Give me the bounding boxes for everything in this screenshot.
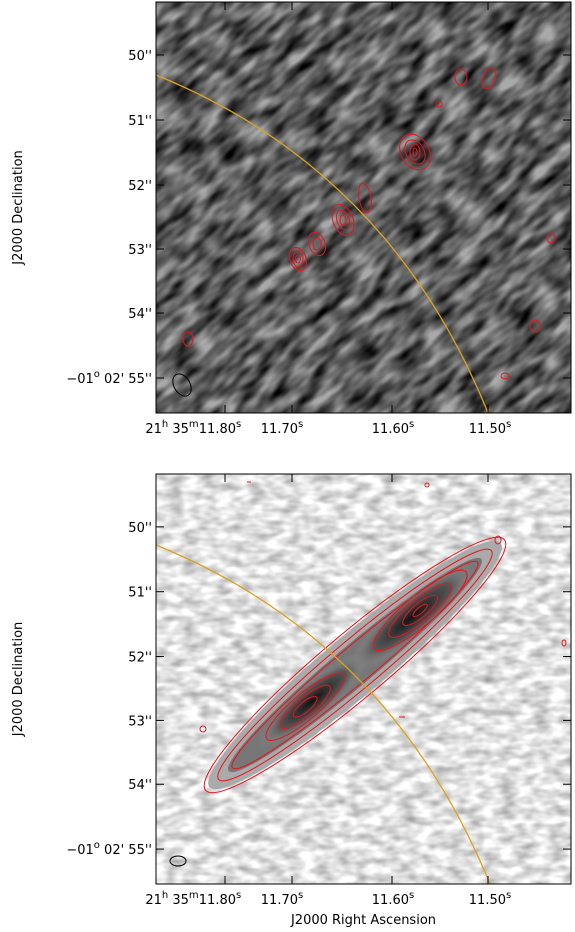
label-part: −01 [66, 843, 93, 858]
x-tick-label: 11.50s [469, 419, 511, 437]
label-part: 11.50 [469, 893, 506, 908]
y-axis-label: J2000 Declination [11, 622, 26, 738]
superscript: o [94, 840, 100, 851]
label-part: 54'' [128, 307, 152, 322]
label-part: 35 [168, 422, 189, 437]
y-tick-label: −01o 02' 55'' [66, 369, 152, 387]
superscript: s [236, 890, 241, 901]
label-part: 53'' [128, 714, 152, 729]
superscript: h [162, 890, 168, 901]
label-part: 11.50 [469, 422, 506, 437]
x-tick-label: 21h 35m [145, 890, 198, 908]
label-part: 11.80 [199, 422, 236, 437]
x-tick-label: 11.70s [261, 419, 303, 437]
superscript: s [409, 419, 414, 430]
superscript: o [94, 369, 100, 380]
y-tick-label: 52'' [128, 651, 152, 666]
label-part: 53'' [128, 243, 152, 258]
y-tick-label: 54'' [128, 307, 152, 322]
y-tick-label: 50'' [128, 521, 152, 536]
label-part: 54'' [128, 778, 152, 793]
superscript: s [298, 890, 303, 901]
frame-bottom [155, 473, 572, 885]
superscript: s [506, 419, 511, 430]
label-part: 11.70 [261, 422, 298, 437]
y-tick-label: −01o 02' 55'' [66, 840, 152, 858]
label-part: 50'' [128, 521, 152, 536]
image-bottom [156, 474, 571, 884]
x-tick-label: 11.80s [199, 419, 241, 437]
x-axis-label: J2000 Right Ascension [290, 913, 436, 928]
label-part: 35 [168, 893, 189, 908]
label-part: 11.60 [372, 422, 409, 437]
superscript: s [236, 419, 241, 430]
y-tick-label: 53'' [128, 243, 152, 258]
y-tick-label: 50'' [128, 49, 152, 64]
label-part: 11.70 [261, 893, 298, 908]
label-part: 02' 55'' [100, 843, 152, 858]
label-part: −01 [66, 372, 93, 387]
y-tick-label: 54'' [128, 778, 152, 793]
y-tick-label: 53'' [128, 714, 152, 729]
label-part: 51'' [128, 586, 152, 601]
x-tick-label: 11.60s [372, 419, 414, 437]
y-tick-label: 51'' [128, 114, 152, 129]
superscript: h [162, 419, 168, 430]
label-part: 52'' [128, 179, 152, 194]
label-part: 52'' [128, 651, 152, 666]
x-tick-label: 11.60s [372, 890, 414, 908]
label-part: 21 [145, 422, 162, 437]
label-part: 21 [145, 893, 162, 908]
x-tick-label: 11.70s [261, 890, 303, 908]
y-tick-label: 52'' [128, 179, 152, 194]
frame-top [155, 1, 572, 414]
label-part: 02' 55'' [100, 372, 152, 387]
image-top [156, 2, 571, 413]
y-tick-label: 51'' [128, 586, 152, 601]
x-tick-label: 11.80s [199, 890, 241, 908]
superscript: m [189, 419, 199, 430]
superscript: m [189, 890, 199, 901]
x-tick-label: 21h 35m [145, 419, 198, 437]
superscript: s [298, 419, 303, 430]
label-part: 11.60 [372, 893, 409, 908]
superscript: s [506, 890, 511, 901]
label-part: 51'' [128, 114, 152, 129]
label-part: 11.80 [199, 893, 236, 908]
y-axis-label: J2000 Declination [11, 150, 26, 266]
x-tick-label: 11.50s [469, 890, 511, 908]
superscript: s [409, 890, 414, 901]
label-part: 50'' [128, 49, 152, 64]
